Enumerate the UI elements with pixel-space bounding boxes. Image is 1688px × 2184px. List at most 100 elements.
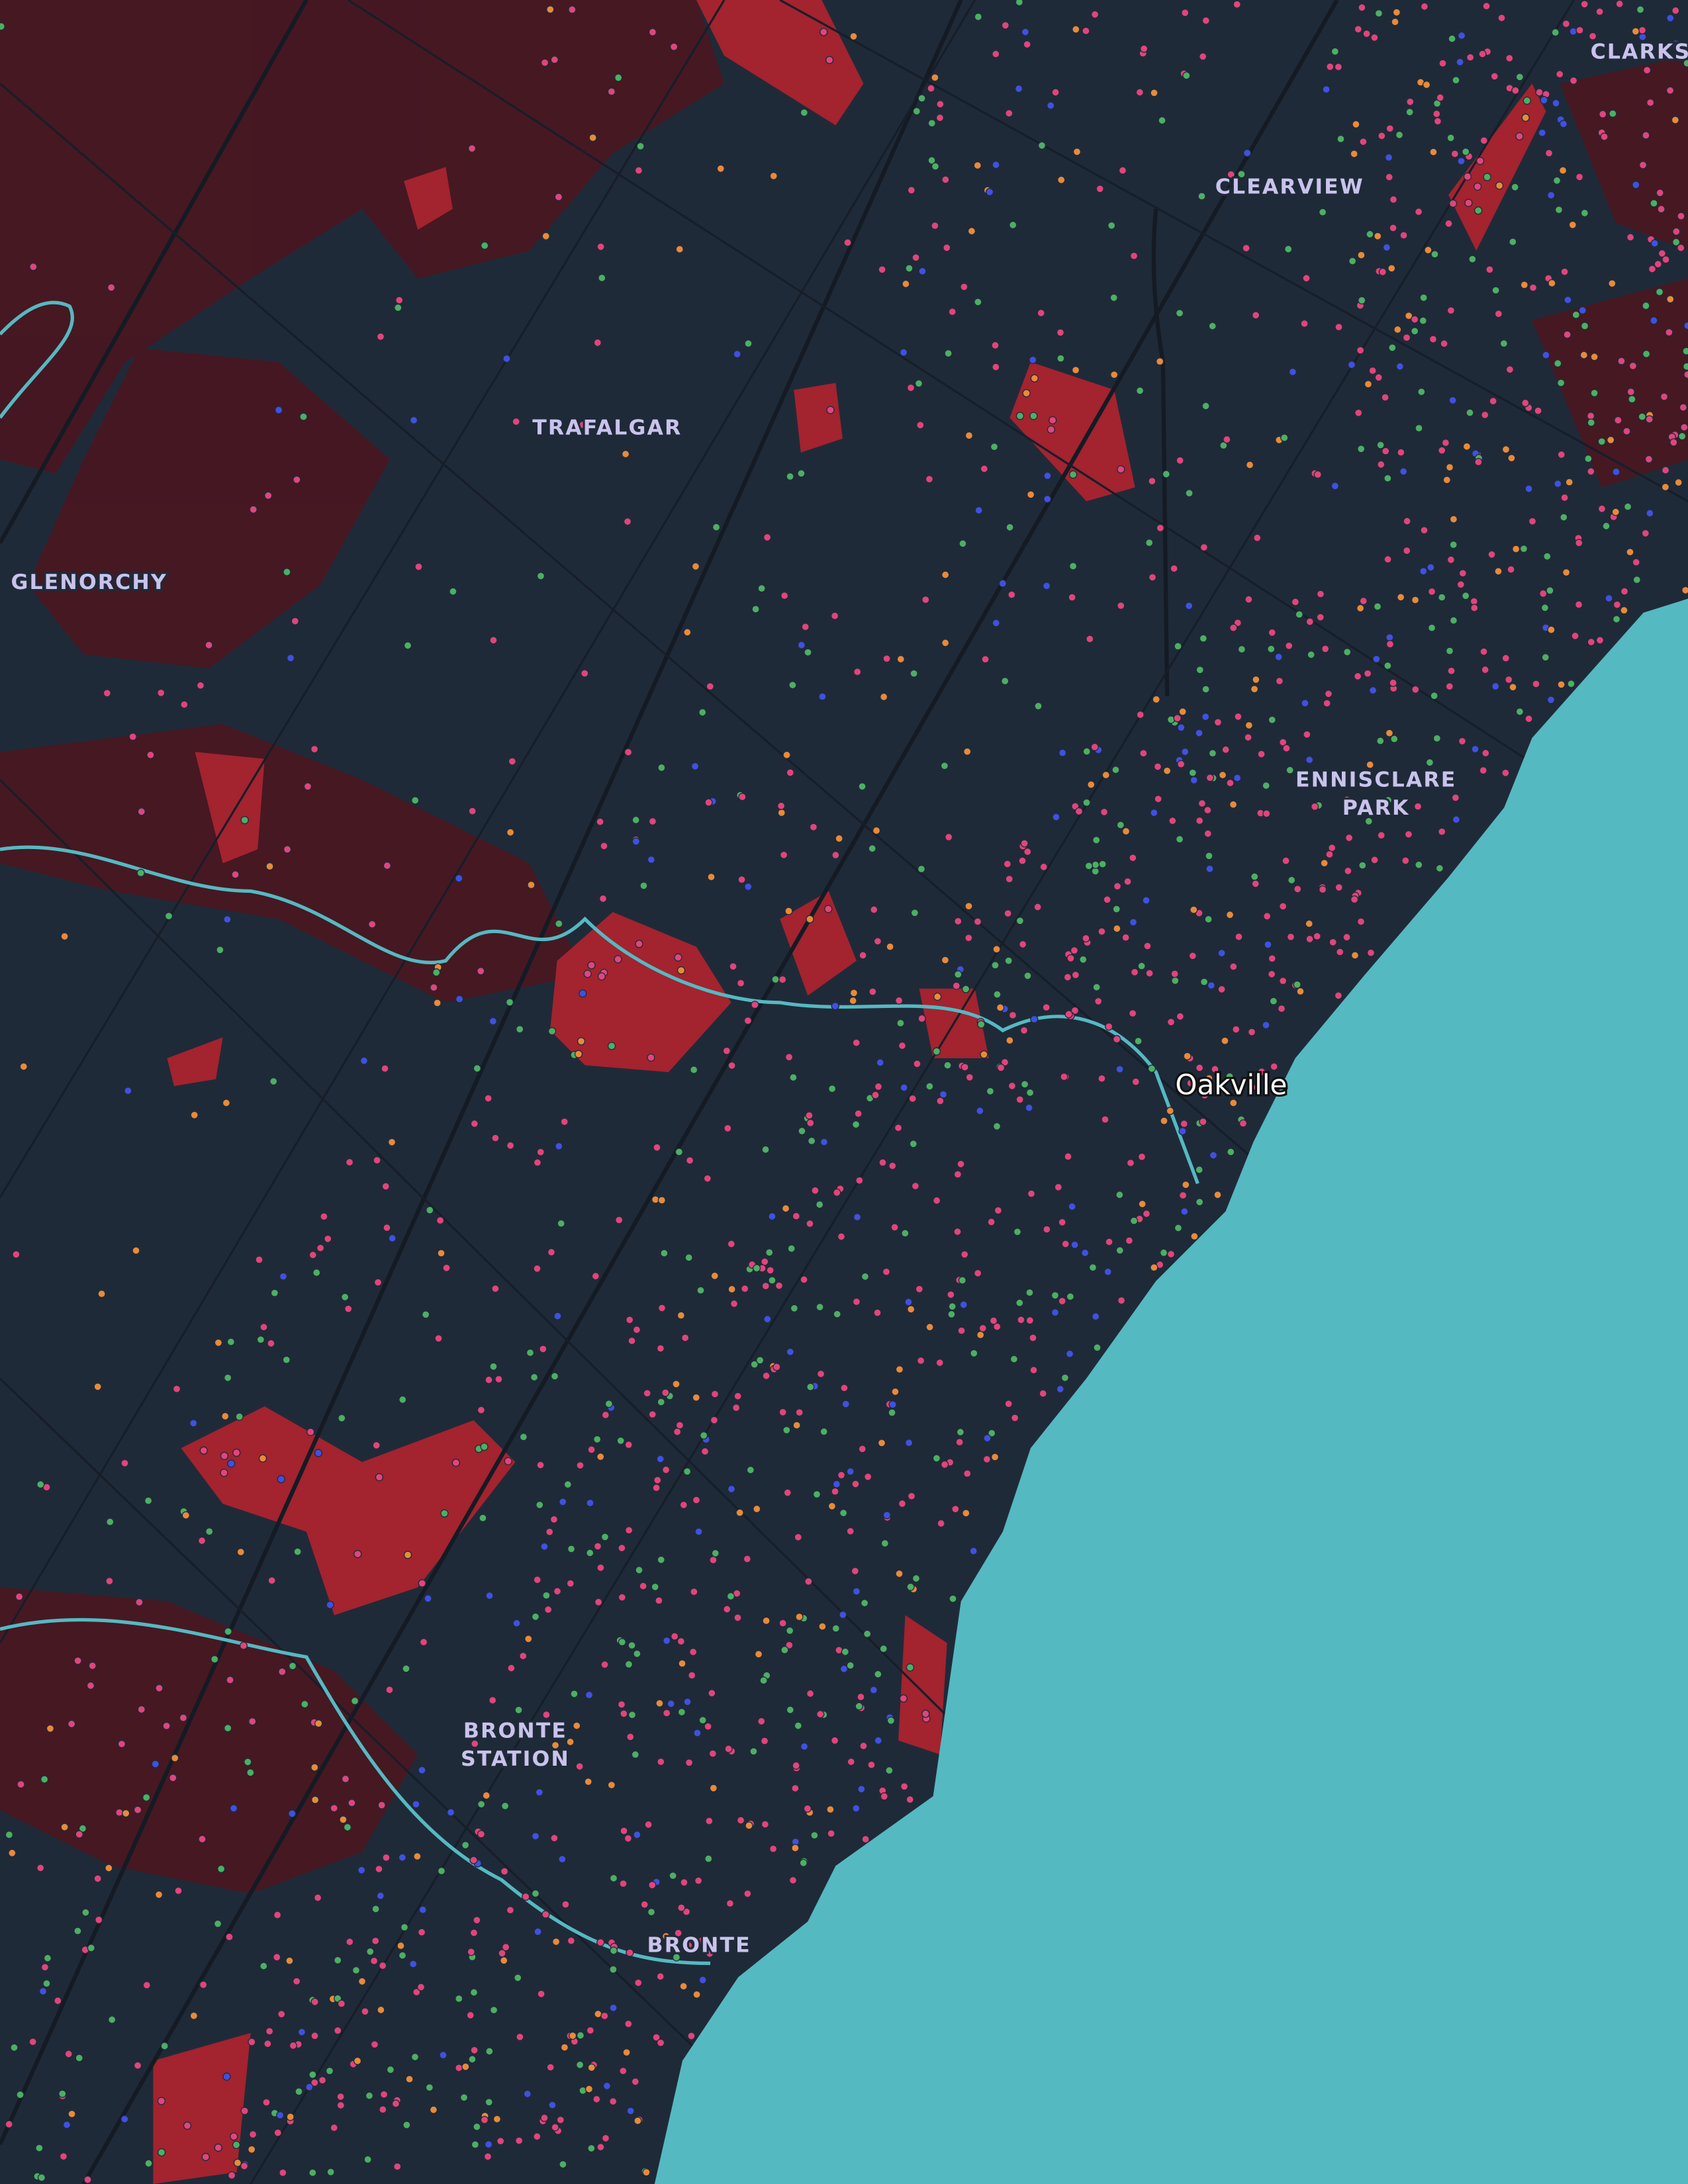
point[interactable] [864,1473,872,1481]
point[interactable] [965,1073,974,1081]
point[interactable] [1058,749,1067,757]
point[interactable] [205,1527,214,1536]
point[interactable] [597,972,606,981]
point[interactable] [1188,952,1197,960]
point[interactable] [273,1953,281,1962]
point[interactable] [217,1864,226,1873]
point[interactable] [1058,1297,1066,1306]
point[interactable] [1092,983,1101,991]
point[interactable] [1195,729,1203,737]
point[interactable] [1425,758,1434,767]
point[interactable] [651,1582,659,1591]
point[interactable] [115,1808,124,1817]
point[interactable] [326,1600,334,1610]
point[interactable] [1552,176,1562,185]
point[interactable] [1359,804,1368,813]
point[interactable] [1199,52,1207,61]
point[interactable] [1185,602,1194,610]
point[interactable] [363,2155,372,2164]
point[interactable] [232,1448,241,1457]
point[interactable] [1015,1095,1024,1104]
point[interactable] [343,1823,352,1832]
point[interactable] [1532,680,1540,688]
point[interactable] [806,1219,814,1228]
point[interactable] [485,1375,493,1385]
point[interactable] [663,1636,671,1645]
point[interactable] [157,688,165,698]
point[interactable] [310,1997,319,2006]
point[interactable] [931,221,939,230]
point[interactable] [1584,454,1593,463]
point[interactable] [927,84,935,93]
point[interactable] [855,1176,864,1185]
point[interactable] [631,2077,639,2086]
point[interactable] [434,1334,443,1343]
point[interactable] [1329,938,1337,946]
point[interactable] [609,2003,618,2012]
point[interactable] [620,1709,628,1718]
point[interactable] [344,1304,353,1313]
point[interactable] [1414,207,1423,216]
point[interactable] [1205,1074,1213,1083]
point[interactable] [183,2121,192,2130]
point[interactable] [684,1253,693,1262]
point[interactable] [357,1866,366,1874]
point[interactable] [1113,882,1122,891]
point[interactable] [1081,1249,1090,1257]
point[interactable] [624,2019,633,2028]
point[interactable] [1449,540,1458,549]
point[interactable] [657,1304,667,1312]
point[interactable] [1567,680,1575,688]
point[interactable] [128,733,137,741]
point[interactable] [653,1476,662,1484]
point[interactable] [906,383,915,392]
point[interactable] [574,1050,583,1058]
point[interactable] [1509,238,1517,246]
point[interactable] [1511,183,1519,191]
point[interactable] [631,1751,639,1759]
point[interactable] [853,668,862,676]
point[interactable] [1109,293,1118,302]
point[interactable] [959,1300,968,1309]
point[interactable] [540,2113,549,2122]
point[interactable] [371,1936,380,1945]
point[interactable] [214,1338,223,1347]
point[interactable] [1368,366,1377,375]
point[interactable] [1377,460,1385,469]
point[interactable] [299,412,308,421]
point[interactable] [388,1234,397,1243]
point[interactable] [679,1500,688,1510]
point[interactable] [1463,172,1472,181]
point[interactable] [1234,712,1243,721]
point[interactable] [617,1700,626,1709]
point[interactable] [1094,997,1103,1006]
point[interactable] [1121,933,1130,942]
point[interactable] [707,872,716,882]
point[interactable] [899,348,908,357]
point[interactable] [303,782,312,791]
point[interactable] [588,133,597,142]
point[interactable] [674,953,682,962]
point[interactable] [1006,1036,1014,1045]
point[interactable] [361,2007,369,2016]
point[interactable] [575,2060,585,2070]
point[interactable] [1520,281,1528,289]
point[interactable] [1374,373,1383,382]
point[interactable] [483,2152,492,2161]
point[interactable] [799,1858,808,1867]
point[interactable] [1030,374,1039,383]
point[interactable] [933,1196,941,1205]
point[interactable] [1388,343,1397,352]
point[interactable] [1047,425,1055,434]
point[interactable] [295,2087,303,2096]
point[interactable] [536,1500,544,1510]
point[interactable] [1474,206,1483,215]
point[interactable] [990,1453,1000,1461]
point[interactable] [536,1148,545,1156]
point[interactable] [1098,860,1107,868]
point[interactable] [1264,940,1272,949]
point[interactable] [214,2143,222,2152]
point[interactable] [1113,1035,1121,1044]
point[interactable] [314,1449,323,1457]
point[interactable] [5,1831,13,1839]
